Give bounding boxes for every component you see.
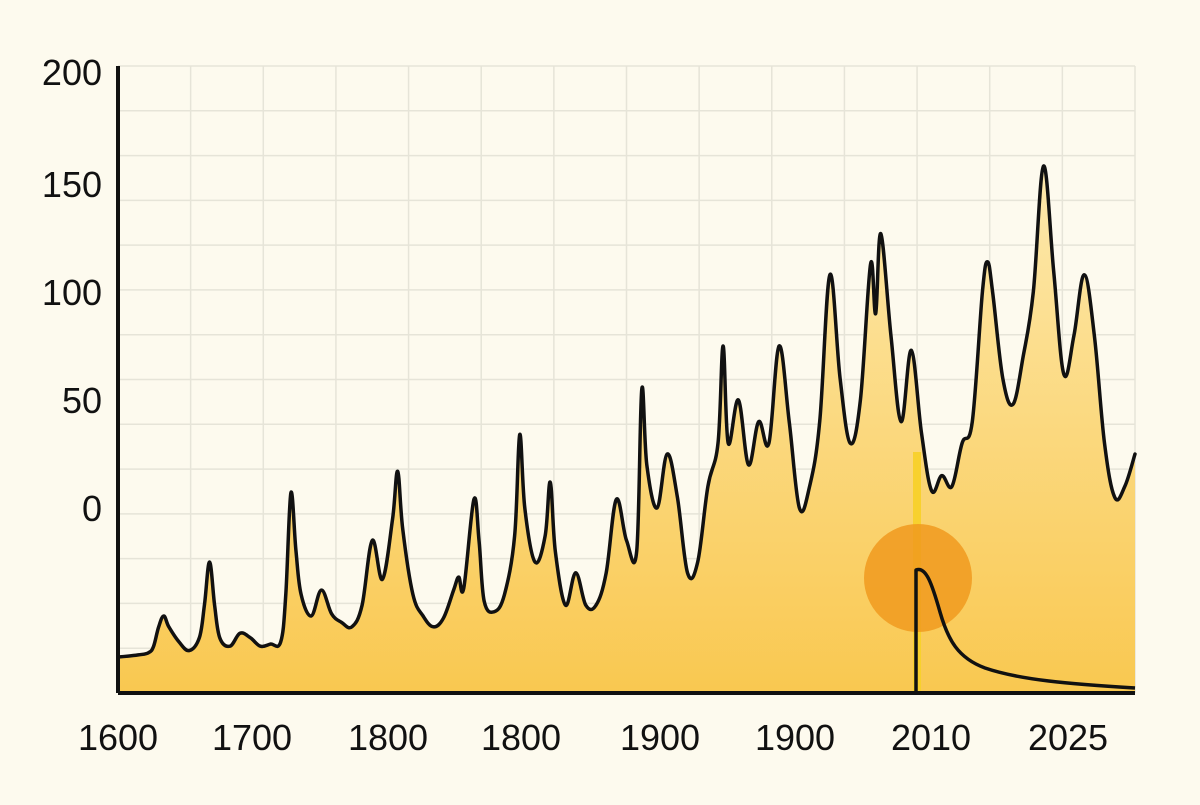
y-tick-label: 100 (42, 272, 102, 313)
x-tick-label: 1900 (620, 717, 700, 758)
x-tick-label: 2010 (891, 717, 971, 758)
axes (116, 66, 1135, 695)
series-line (116, 164, 1137, 659)
x-tick-label: 1900 (755, 717, 835, 758)
y-axis-tick-labels: 200 150 100 50 0 (42, 52, 102, 529)
y-tick-label: 150 (42, 164, 102, 205)
highlight-marker (864, 452, 1136, 693)
x-axis-tick-labels: 1600 1700 1800 1800 1900 1900 2010 2025 (78, 717, 1108, 758)
x-tick-label: 1800 (348, 717, 428, 758)
decay-curve (914, 567, 1136, 693)
x-tick-label: 2025 (1028, 717, 1108, 758)
highlight-circle (864, 524, 972, 632)
x-tick-label: 1600 (78, 717, 158, 758)
x-tick-label: 1800 (481, 717, 561, 758)
y-tick-label: 50 (62, 380, 102, 421)
x-tick-label: 1700 (212, 717, 292, 758)
y-tick-label: 200 (42, 52, 102, 93)
y-tick-label: 0 (82, 488, 102, 529)
series-line-path (116, 164, 1137, 659)
